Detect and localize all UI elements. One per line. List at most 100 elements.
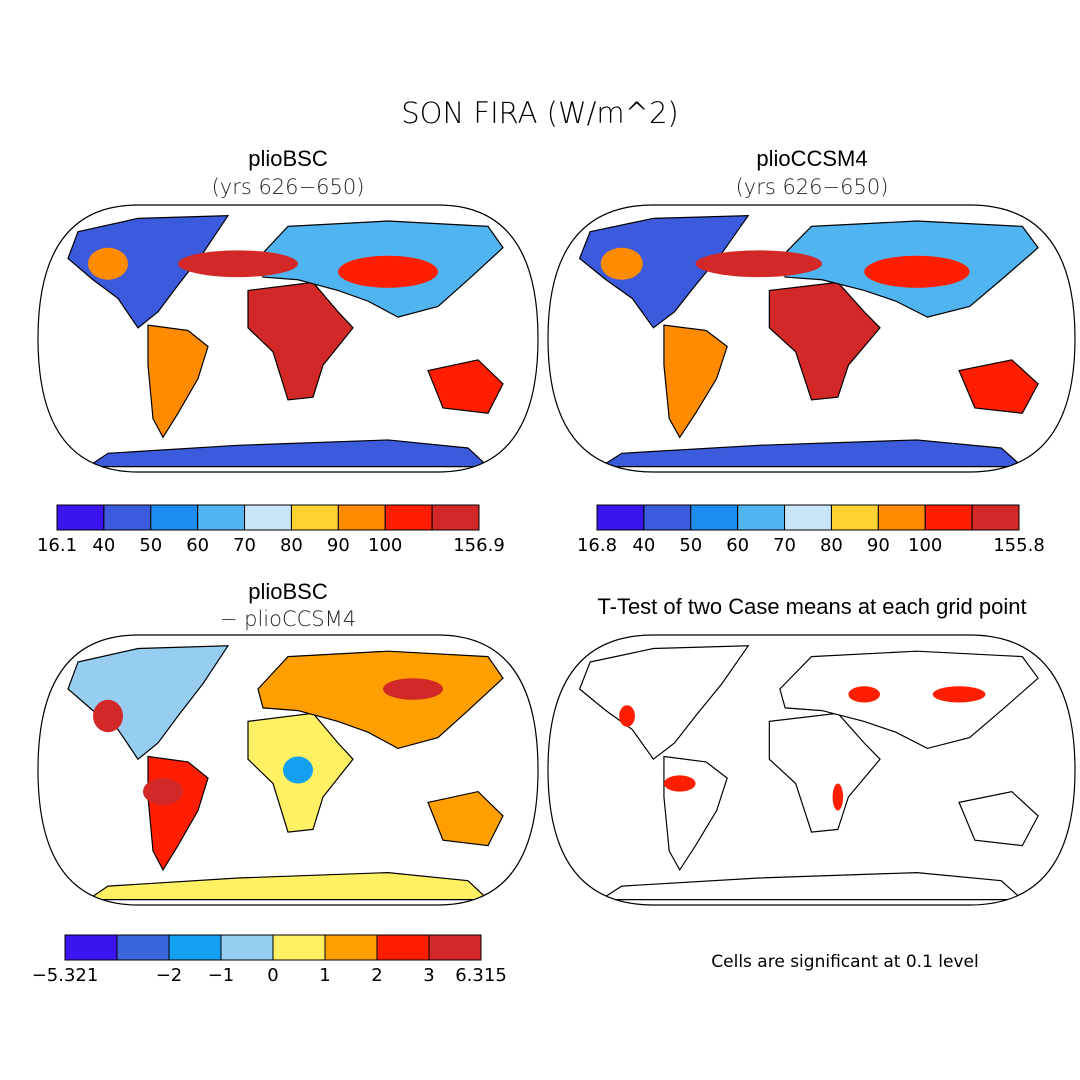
field-patch <box>619 705 635 727</box>
figure-title: SON FIRA (W/m^2) <box>401 96 678 130</box>
colorbar-label: 40 <box>632 535 655 556</box>
colorbar-box <box>596 504 645 531</box>
field-patch <box>864 255 970 288</box>
colorbar-label: 70 <box>233 535 256 556</box>
colorbar-box <box>56 504 105 531</box>
landmass <box>768 281 881 401</box>
colorbar-box <box>784 504 832 531</box>
colorbar-label: 90 <box>327 535 350 556</box>
colorbar-box <box>690 504 739 531</box>
panel-title: plioBSC <box>248 579 328 604</box>
panel-title: T-Test of two Case means at each grid po… <box>597 594 1026 619</box>
field-patch <box>283 756 313 784</box>
map-outline <box>37 204 539 473</box>
colorbar-box <box>384 504 433 531</box>
landmass <box>67 645 230 761</box>
colorbar-label: 60 <box>186 535 209 556</box>
colorbar-label: 100 <box>908 535 942 556</box>
colorbar-box <box>64 934 118 961</box>
map <box>578 215 1039 468</box>
colorbar-box <box>643 504 692 531</box>
map <box>67 645 504 901</box>
landmass <box>147 755 209 872</box>
panel-title: plioBSC <box>248 146 328 171</box>
field-patch <box>663 775 696 792</box>
colorbar-label: 60 <box>726 535 749 556</box>
map <box>67 215 504 468</box>
colorbar-box <box>103 504 152 531</box>
colorbar-box <box>290 504 339 531</box>
colorbar-box <box>428 934 482 961</box>
colorbar-box <box>168 934 222 961</box>
colorbar-label: 155.8 <box>993 535 1045 556</box>
colorbar-box <box>150 504 199 531</box>
landmass <box>663 755 728 872</box>
colorbar-label: 50 <box>679 535 702 556</box>
landmass <box>86 871 490 901</box>
colorbar-label: 3 <box>423 965 434 986</box>
colorbar-box <box>971 504 1020 531</box>
colorbar-label: 2 <box>371 965 382 986</box>
landmass <box>86 439 490 468</box>
panel-subtitle: (yrs 626−650) <box>212 175 365 199</box>
colorbar-label: −5.321 <box>32 965 99 986</box>
colorbar-label: 100 <box>368 535 402 556</box>
field-patch <box>338 255 438 288</box>
colorbar-label: −2 <box>156 965 183 986</box>
landmass <box>663 324 728 439</box>
colorbar-label: 80 <box>280 535 303 556</box>
map-outline <box>547 204 1076 473</box>
field-patch <box>383 678 443 700</box>
colorbar-box <box>197 504 246 531</box>
colorbar-box <box>116 934 170 961</box>
colorbar-label: 70 <box>773 535 796 556</box>
landmass <box>779 650 1039 750</box>
field-patch <box>93 699 123 733</box>
colorbar-label: 16.8 <box>577 535 617 556</box>
colorbar-label: 1 <box>319 965 330 986</box>
field-patch <box>848 686 881 703</box>
panel-note: Cells are significant at 0.1 level <box>711 952 978 972</box>
colorbar-label: 0 <box>267 965 278 986</box>
colorbar-label: 156.9 <box>453 535 505 556</box>
landmass <box>958 359 1039 414</box>
landmass <box>427 359 504 414</box>
colorbar-box <box>220 934 274 961</box>
map-outline <box>547 634 1076 906</box>
field-patch <box>695 250 823 278</box>
landmass <box>427 790 504 847</box>
map-outline <box>37 634 539 906</box>
colorbar-box <box>272 934 326 961</box>
colorbar-box <box>324 934 378 961</box>
field-patch <box>832 783 844 811</box>
field-patch <box>178 250 298 278</box>
colorbar-box <box>830 504 879 531</box>
panel-title: plioCCSM4 <box>756 146 867 171</box>
landmass <box>67 215 230 329</box>
landmass <box>958 790 1039 847</box>
colorbar-label: 90 <box>867 535 890 556</box>
field-patch <box>932 686 986 703</box>
landmass <box>578 645 750 761</box>
colorbar-label: −1 <box>208 965 235 986</box>
landmass <box>598 439 1024 468</box>
landmass <box>578 215 750 329</box>
colorbar-label: 16.1 <box>37 535 77 556</box>
colorbar-label: 40 <box>92 535 115 556</box>
colorbar-box <box>877 504 926 531</box>
panel-subtitle: − plioCCSM4 <box>220 607 356 631</box>
colorbar-box <box>924 504 973 531</box>
field-patch <box>143 778 183 806</box>
colorbar-label: 80 <box>820 535 843 556</box>
colorbar-box <box>376 934 430 961</box>
field-patch <box>88 247 128 280</box>
landmass <box>768 712 881 833</box>
landmass <box>147 324 209 439</box>
colorbar-box <box>431 504 480 531</box>
colorbar-box <box>244 504 292 531</box>
colorbar-label: 50 <box>139 535 162 556</box>
field-patch <box>600 247 643 280</box>
colorbar-label: 6.315 <box>455 965 507 986</box>
landmass <box>247 281 354 401</box>
